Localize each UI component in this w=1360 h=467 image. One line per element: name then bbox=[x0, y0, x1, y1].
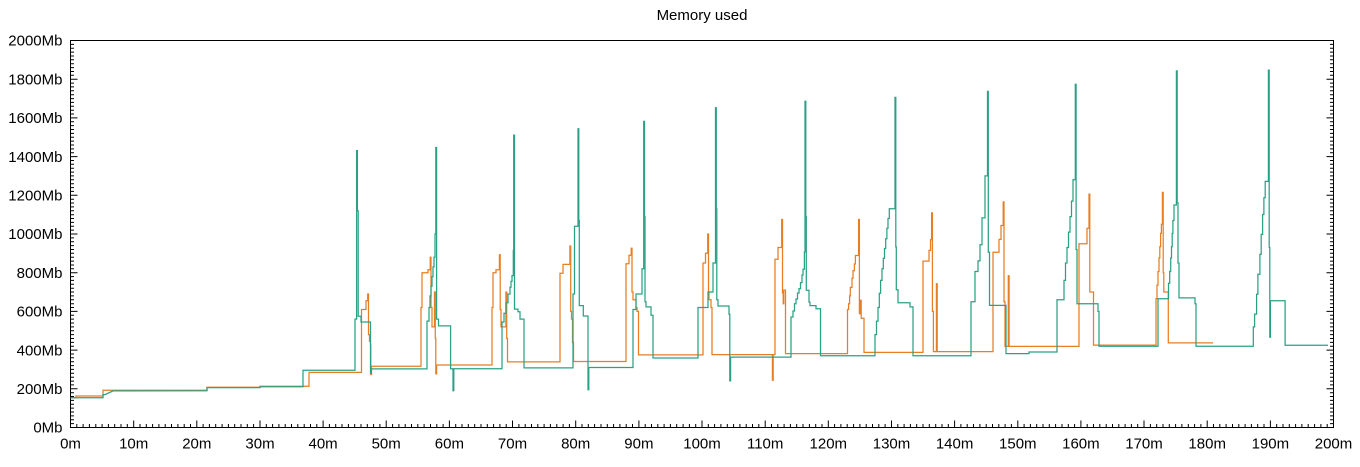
svg-text:110m: 110m bbox=[747, 436, 783, 453]
svg-text:20m: 20m bbox=[182, 436, 211, 453]
svg-text:160m: 160m bbox=[1062, 436, 1100, 453]
svg-text:90m: 90m bbox=[624, 436, 653, 453]
svg-text:1200Mb: 1200Mb bbox=[8, 188, 62, 205]
svg-text:150m: 150m bbox=[999, 436, 1037, 453]
svg-text:1400Mb: 1400Mb bbox=[8, 149, 62, 166]
svg-text:100m: 100m bbox=[683, 436, 721, 453]
svg-text:70m: 70m bbox=[498, 436, 527, 453]
svg-text:30m: 30m bbox=[245, 436, 274, 453]
svg-text:170m: 170m bbox=[1125, 436, 1163, 453]
svg-text:200Mb: 200Mb bbox=[17, 381, 63, 398]
svg-text:1800Mb: 1800Mb bbox=[8, 71, 62, 88]
svg-text:140m: 140m bbox=[936, 436, 974, 453]
svg-text:400Mb: 400Mb bbox=[17, 342, 63, 359]
svg-text:1600Mb: 1600Mb bbox=[8, 110, 62, 127]
svg-text:200m: 200m bbox=[1315, 436, 1353, 453]
svg-text:Memory used: Memory used bbox=[657, 7, 748, 24]
svg-text:190m: 190m bbox=[1252, 436, 1290, 453]
svg-text:600Mb: 600Mb bbox=[17, 304, 63, 321]
svg-text:180m: 180m bbox=[1188, 436, 1226, 453]
svg-text:0m: 0m bbox=[60, 436, 81, 453]
svg-text:0Mb: 0Mb bbox=[33, 420, 62, 437]
svg-text:40m: 40m bbox=[309, 436, 338, 453]
svg-text:60m: 60m bbox=[435, 436, 464, 453]
svg-text:2000Mb: 2000Mb bbox=[8, 33, 62, 50]
svg-text:80m: 80m bbox=[561, 436, 590, 453]
svg-text:120m: 120m bbox=[810, 436, 848, 453]
svg-text:1000Mb: 1000Mb bbox=[8, 226, 62, 243]
svg-text:10m: 10m bbox=[119, 436, 148, 453]
svg-text:130m: 130m bbox=[873, 436, 911, 453]
svg-text:50m: 50m bbox=[372, 436, 401, 453]
svg-text:800Mb: 800Mb bbox=[17, 265, 63, 282]
